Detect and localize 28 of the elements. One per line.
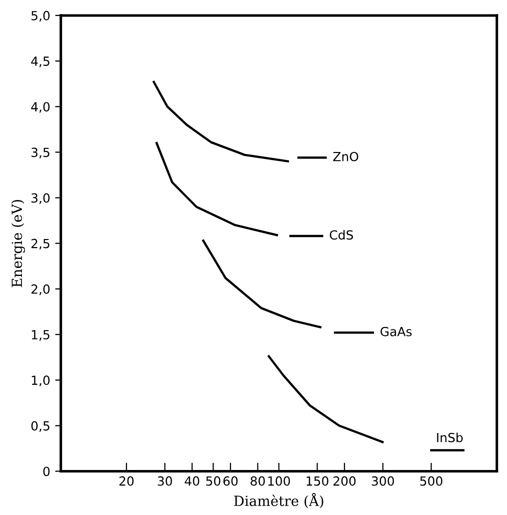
y-tick-label: 3,0 [32,193,50,204]
x-tick-label: 50 [206,476,220,486]
y-tick-label: 4,5 [31,56,50,68]
x-axis-title: Diamètre (Å) [234,493,324,508]
y-tick-label: 3,5 [32,148,50,158]
series-label: ZnO [333,152,358,162]
x-tick-label: 200 [333,476,356,486]
y-tick-label: 2,0 [31,284,50,296]
x-tick-label: 300 [372,476,394,486]
y-tick-label: 4,0 [31,102,50,113]
x-tick-label: 40 [184,476,200,486]
x-tick-label: 150 [306,476,328,486]
x-tick-label: 60 [223,476,238,486]
y-tick-label: 1,0 [32,376,50,386]
series-label: GaAs [380,326,412,336]
y-tick-label: 0 [43,466,50,476]
x-tick-label: 80 [250,476,265,486]
x-tick-label: 20 [119,476,134,486]
series-label: InSb [437,432,463,442]
y-axis-title: Energie (eV) [11,200,25,288]
y-tick-label: 5,0 [32,10,50,22]
y-tick-label: 1,5 [32,330,50,341]
x-tick-label: 500 [420,476,442,486]
x-tick-label: 100 [268,476,290,486]
x-tick-label: 30 [158,476,172,486]
series-label: CdS [330,230,354,240]
y-tick-label: 0,5 [31,421,50,432]
y-tick-label: 2,5 [31,238,50,250]
